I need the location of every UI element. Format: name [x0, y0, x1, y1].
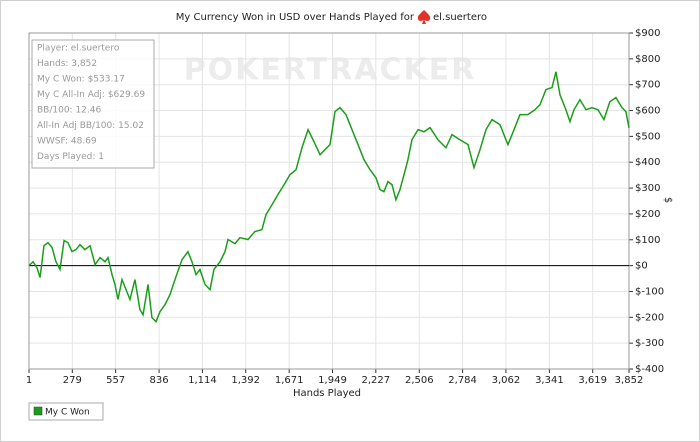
x-tick-label: 3,341: [535, 375, 564, 386]
player-icon: [417, 10, 431, 24]
y-tick-label: $100: [635, 235, 660, 246]
y-tick-label: $400: [635, 157, 660, 168]
info-line: Days Played: 1: [37, 152, 104, 162]
info-line: My C All-In Adj: $629.69: [37, 90, 145, 100]
x-tick-label: 2,506: [405, 375, 434, 386]
info-line: Hands: 3,852: [37, 59, 97, 69]
x-tick-label: 1: [26, 375, 32, 386]
legend: [28, 402, 104, 421]
x-tick-label: 557: [106, 375, 125, 386]
chart-title: My Currency Won in USD over Hands Played…: [176, 12, 415, 23]
x-axis-label: Hands Played: [293, 388, 361, 399]
x-tick-label: 1,114: [188, 375, 217, 386]
y-tick-label: $900: [635, 28, 660, 39]
y-axis-label: $: [662, 197, 673, 203]
info-line: All-In Adj BB/100: 15.02: [37, 121, 144, 131]
x-tick-label: 1,949: [318, 375, 347, 386]
x-tick-label: 2,784: [448, 375, 477, 386]
info-line: My C Won: $533.17: [37, 75, 125, 85]
info-line: Player: el.suertero: [37, 44, 120, 54]
watermark: POKERTRACKER: [184, 53, 477, 88]
x-tick-label: 279: [63, 375, 82, 386]
y-tick-label: $-300: [635, 338, 664, 349]
y-tick-label: $-100: [635, 286, 664, 297]
y-tick-label: $300: [635, 183, 660, 194]
y-tick-label: $0: [635, 261, 648, 272]
y-tick-label: $-400: [635, 364, 664, 375]
y-tick-label: $200: [635, 209, 660, 220]
info-line: WWSF: 48.69: [37, 137, 97, 147]
x-tick-label: 3,619: [578, 375, 607, 386]
legend-swatch: [33, 406, 43, 416]
x-tick-label: 2,227: [361, 375, 390, 386]
x-tick-label: 3,852: [615, 375, 644, 386]
y-tick-label: $500: [635, 131, 660, 142]
plot-border: [28, 32, 630, 370]
series-line: [28, 71, 630, 324]
y-tick-label: $800: [635, 54, 660, 65]
player-name: el.suertero: [433, 12, 487, 23]
info-line: BB/100: 12.46: [37, 106, 101, 116]
x-tick-label: 3,062: [492, 375, 521, 386]
legend-label: My C Won: [45, 408, 90, 418]
x-tick-label: 836: [150, 375, 169, 386]
x-tick-label: 1,392: [231, 375, 260, 386]
info-box: [31, 39, 155, 169]
y-tick-label: $700: [635, 80, 660, 91]
y-tick-label: $-200: [635, 312, 664, 323]
y-tick-label: $600: [635, 106, 660, 117]
x-tick-label: 1,671: [275, 375, 304, 386]
